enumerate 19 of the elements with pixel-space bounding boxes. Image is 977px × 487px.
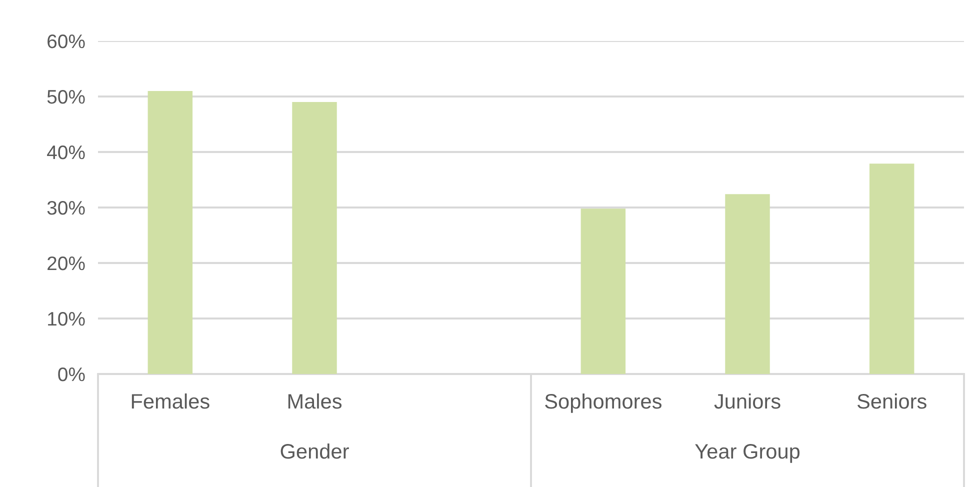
bar [292,102,337,374]
text: Gender [280,443,349,459]
bar [869,164,914,374]
bar [580,208,626,374]
bar [725,194,770,374]
y-tick-label: 40% [47,145,85,160]
bar [148,90,193,374]
x-tick-label: Seniors [857,393,926,409]
y-tick-label: 20% [48,256,85,270]
y-tick-label: 30% [47,200,85,215]
y-tick-label: 10% [48,312,85,326]
x-tick-label: Females [132,393,210,409]
y-tick-label: 50% [47,90,85,104]
text: Year Group [695,444,800,463]
x-tick-label: Sophomores [545,393,662,413]
y-tick-label: 60% [48,34,85,48]
x-tick-label: Males [288,393,342,409]
y-tick-label: 0% [58,367,85,382]
x-tick-label: Juniors [714,393,780,409]
